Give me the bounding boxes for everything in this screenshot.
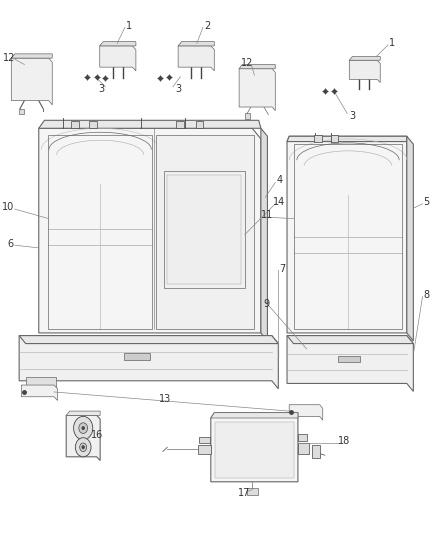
Polygon shape bbox=[239, 69, 275, 111]
Circle shape bbox=[82, 446, 85, 449]
Polygon shape bbox=[211, 413, 298, 482]
Bar bbox=[339, 356, 360, 362]
Bar bbox=[26, 377, 56, 389]
Circle shape bbox=[82, 426, 85, 430]
Circle shape bbox=[79, 423, 88, 433]
Text: 9: 9 bbox=[264, 299, 270, 309]
Polygon shape bbox=[66, 415, 100, 461]
Bar bbox=[314, 135, 322, 142]
Polygon shape bbox=[178, 46, 214, 71]
Bar bbox=[124, 353, 150, 360]
Bar bbox=[71, 121, 79, 128]
Polygon shape bbox=[211, 413, 298, 418]
Polygon shape bbox=[11, 54, 52, 58]
Polygon shape bbox=[39, 128, 261, 333]
Text: 3: 3 bbox=[98, 84, 104, 94]
Polygon shape bbox=[287, 336, 413, 344]
Polygon shape bbox=[100, 46, 136, 71]
Polygon shape bbox=[350, 56, 380, 60]
Text: 16: 16 bbox=[91, 430, 103, 440]
Polygon shape bbox=[287, 336, 413, 391]
Polygon shape bbox=[66, 411, 100, 415]
Text: 3: 3 bbox=[175, 84, 181, 94]
Bar bbox=[247, 488, 258, 495]
Polygon shape bbox=[39, 120, 261, 128]
Text: 10: 10 bbox=[2, 203, 14, 213]
Bar bbox=[176, 121, 184, 128]
Polygon shape bbox=[407, 136, 413, 341]
Polygon shape bbox=[100, 42, 136, 46]
Polygon shape bbox=[19, 336, 278, 389]
Text: 17: 17 bbox=[238, 489, 250, 498]
Polygon shape bbox=[298, 434, 307, 441]
Text: 11: 11 bbox=[261, 211, 273, 221]
Bar bbox=[167, 174, 241, 284]
Polygon shape bbox=[199, 437, 210, 443]
Polygon shape bbox=[298, 443, 309, 454]
Polygon shape bbox=[239, 64, 275, 69]
Bar bbox=[215, 422, 294, 478]
Polygon shape bbox=[156, 135, 254, 329]
Polygon shape bbox=[21, 385, 57, 400]
Text: 12: 12 bbox=[4, 53, 16, 62]
Text: 4: 4 bbox=[276, 175, 282, 185]
Circle shape bbox=[74, 416, 93, 440]
Polygon shape bbox=[287, 136, 407, 333]
Bar bbox=[164, 171, 245, 288]
Text: 6: 6 bbox=[7, 239, 14, 248]
Polygon shape bbox=[261, 128, 268, 341]
Text: 1: 1 bbox=[126, 21, 132, 31]
Text: 18: 18 bbox=[339, 437, 351, 447]
Polygon shape bbox=[198, 445, 211, 454]
Polygon shape bbox=[287, 136, 407, 142]
Bar bbox=[195, 121, 203, 128]
Bar bbox=[331, 135, 339, 142]
Text: 8: 8 bbox=[424, 290, 430, 300]
Text: 2: 2 bbox=[204, 21, 210, 31]
Circle shape bbox=[80, 443, 87, 451]
Text: 3: 3 bbox=[349, 110, 355, 120]
Text: 1: 1 bbox=[389, 38, 395, 48]
Polygon shape bbox=[289, 405, 323, 420]
Bar bbox=[245, 114, 250, 119]
Text: 12: 12 bbox=[241, 58, 253, 68]
Circle shape bbox=[75, 438, 91, 457]
Text: 7: 7 bbox=[279, 264, 286, 273]
Polygon shape bbox=[350, 60, 380, 83]
Bar bbox=[89, 121, 97, 128]
Polygon shape bbox=[11, 58, 52, 105]
Polygon shape bbox=[178, 42, 214, 46]
Text: 14: 14 bbox=[273, 197, 285, 207]
Text: 13: 13 bbox=[159, 394, 171, 405]
Text: 5: 5 bbox=[423, 197, 430, 207]
Polygon shape bbox=[19, 336, 278, 344]
Polygon shape bbox=[312, 445, 320, 458]
Bar bbox=[19, 109, 25, 115]
